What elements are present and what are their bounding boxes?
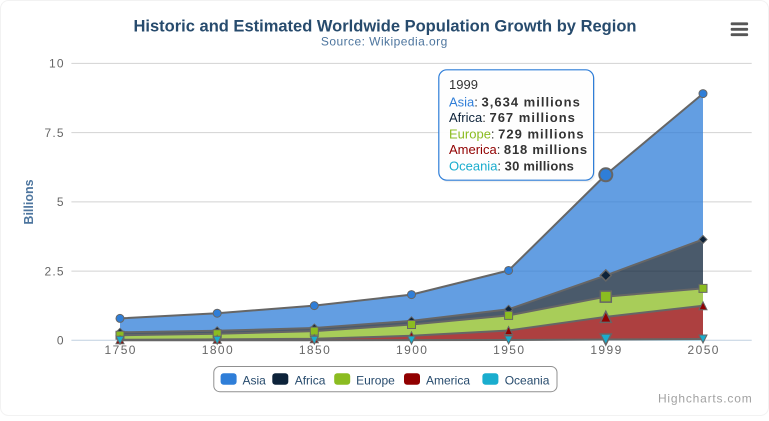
- svg-text:Source: Wikipedia.org: Source: Wikipedia.org: [321, 34, 448, 48]
- svg-text:America: 818 millions: America: 818 millions: [449, 142, 588, 157]
- svg-text:Oceania: 30 millions: Oceania: 30 millions: [449, 159, 574, 174]
- svg-text:Asia: 3,634 millions: Asia: 3,634 millions: [449, 94, 581, 109]
- svg-text:5: 5: [57, 195, 65, 209]
- svg-text:1850: 1850: [299, 343, 331, 357]
- svg-text:Africa: Africa: [295, 374, 326, 388]
- svg-text:Africa: 767 millions: Africa: 767 millions: [449, 110, 576, 125]
- svg-text:America: America: [426, 374, 470, 388]
- svg-text:1999: 1999: [449, 77, 478, 92]
- svg-text:Europe: Europe: [356, 374, 395, 388]
- svg-text:10: 10: [49, 57, 65, 71]
- svg-text:Europe: 729 millions: Europe: 729 millions: [449, 126, 585, 141]
- svg-text:Oceania: Oceania: [505, 374, 550, 388]
- svg-text:1750: 1750: [105, 343, 137, 357]
- svg-text:7.5: 7.5: [45, 126, 65, 140]
- svg-text:2.5: 2.5: [45, 264, 65, 278]
- svg-text:Asia: Asia: [243, 374, 267, 388]
- svg-text:1800: 1800: [202, 343, 234, 357]
- svg-text:1950: 1950: [493, 343, 525, 357]
- svg-text:1999: 1999: [590, 343, 622, 357]
- svg-text:Billions: Billions: [22, 179, 36, 224]
- svg-text:1900: 1900: [396, 343, 428, 357]
- svg-text:Historic and Estimated Worldwi: Historic and Estimated Worldwide Populat…: [134, 18, 637, 36]
- svg-text:0: 0: [57, 334, 65, 348]
- svg-text:2050: 2050: [688, 343, 720, 357]
- svg-text:Highcharts.com: Highcharts.com: [658, 392, 753, 406]
